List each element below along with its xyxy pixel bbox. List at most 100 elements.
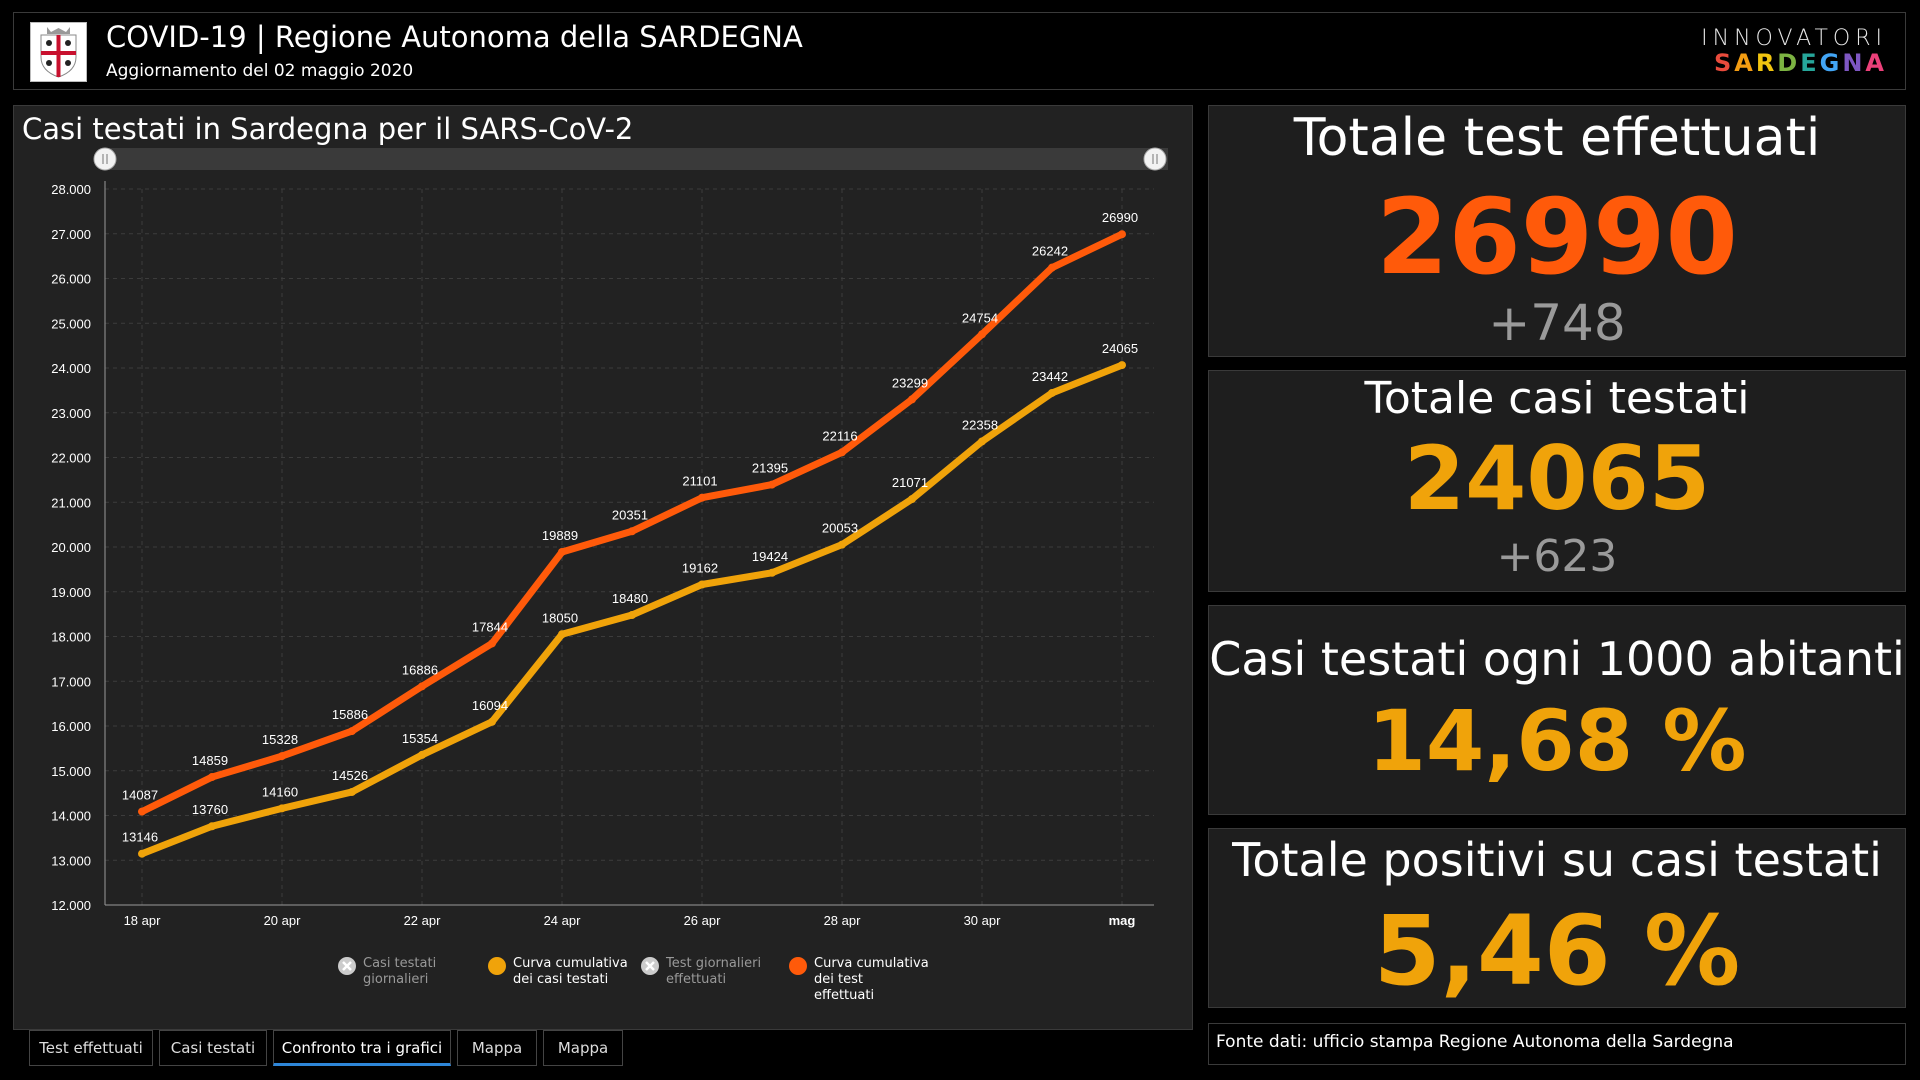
- data-point: [558, 630, 566, 639]
- x-tick-label: 26 apr: [684, 913, 722, 928]
- legend-label: Curva cumulativa: [814, 956, 929, 971]
- data-point: [208, 773, 216, 782]
- data-point: [138, 807, 146, 816]
- data-point: [838, 540, 846, 549]
- stat-total-tests: Totale test effettuati 26990 +748: [1208, 105, 1906, 357]
- data-point: [278, 752, 286, 761]
- data-label: 20053: [822, 521, 858, 536]
- stat-label: Totale casi testati: [1364, 373, 1750, 424]
- data-point: [908, 395, 916, 404]
- tab-casi-testati[interactable]: Casi testati: [159, 1030, 267, 1066]
- data-label: 21071: [892, 475, 928, 490]
- legend-label: effettuati: [814, 988, 875, 1003]
- data-label: 16094: [472, 698, 508, 713]
- x-tick-label: 24 apr: [544, 913, 582, 928]
- stat-delta: +623: [1496, 531, 1618, 582]
- data-label: 17844: [472, 619, 508, 634]
- data-point: [908, 495, 916, 504]
- data-label: 15354: [402, 731, 438, 746]
- data-point: [418, 682, 426, 691]
- stat-value: 24065: [1403, 427, 1711, 530]
- y-tick-label: 22.000: [51, 451, 91, 466]
- data-point: [978, 437, 986, 446]
- data-point: [1048, 263, 1056, 272]
- tab-mappa-1[interactable]: Mappa: [457, 1030, 537, 1066]
- data-label: 24754: [962, 310, 998, 325]
- data-label: 21395: [752, 461, 788, 476]
- y-tick-label: 15.000: [51, 764, 91, 779]
- chart-panel: Casi testati in Sardegna per il SARS-CoV…: [13, 105, 1193, 1030]
- y-tick-label: 14.000: [51, 809, 91, 824]
- y-tick-label: 20.000: [51, 540, 91, 555]
- legend-disabled-icon: [641, 957, 659, 975]
- y-tick-label: 19.000: [51, 585, 91, 600]
- data-label: 15328: [262, 732, 298, 747]
- data-label: 18480: [612, 591, 648, 606]
- app-title: COVID-19 | Regione Autonoma della SARDEG…: [106, 20, 803, 54]
- stat-label: Totale test effettuati: [1293, 108, 1821, 168]
- stat-label: Casi testati ogni 1000 abitanti: [1209, 632, 1905, 686]
- legend-disabled-icon: [338, 957, 356, 975]
- legend-label: dei test: [814, 972, 863, 987]
- legend-label: giornalieri: [363, 972, 429, 987]
- data-point: [208, 822, 216, 831]
- y-tick-label: 25.000: [51, 316, 91, 331]
- stat-label: Totale positivi su casi testati: [1232, 833, 1882, 887]
- data-point: [558, 547, 566, 556]
- legend-label: dei casi testati: [513, 972, 609, 987]
- x-tick-label: 20 apr: [264, 913, 302, 928]
- range-slider-track: [105, 148, 1168, 170]
- data-label: 14160: [262, 784, 298, 799]
- x-tick-label: 18 apr: [124, 913, 162, 928]
- line-chart: 12.000 13.000 14.000 15.000 16.000 17.000 18.0…: [51, 147, 1168, 928]
- stat-value: 14,68 %: [1367, 692, 1747, 790]
- legend-dot-icon: [789, 957, 807, 975]
- legend-dot-icon: [488, 957, 506, 975]
- data-label: 21101: [682, 474, 717, 489]
- stat-delta: +748: [1488, 294, 1626, 352]
- data-label: 19162: [682, 561, 718, 576]
- y-tick-label: 17.000: [51, 674, 91, 689]
- header-bar: COVID-19 | Regione Autonoma della SARDEG…: [13, 12, 1906, 90]
- data-label: 20351: [612, 507, 648, 522]
- x-tick-label: 30 apr: [964, 913, 1002, 928]
- tab-confronto-grafici[interactable]: Confronto tra i grafici: [273, 1030, 451, 1066]
- data-point: [278, 804, 286, 813]
- data-point: [978, 330, 986, 339]
- data-point: [838, 448, 846, 457]
- data-label: 23442: [1032, 369, 1068, 384]
- legend-label: Test giornalieri: [666, 956, 762, 971]
- data-point: [628, 611, 636, 620]
- data-point: [698, 580, 706, 589]
- y-tick-label: 24.000: [51, 361, 91, 376]
- data-label: 14087: [122, 788, 158, 803]
- y-tick-label: 12.000: [51, 898, 91, 913]
- y-tick-label: 13.000: [51, 853, 91, 868]
- x-tick-label: mag: [1109, 913, 1136, 928]
- range-slider-handle[interactable]: [93, 147, 117, 171]
- data-label: 15886: [332, 707, 368, 722]
- tab-mappa-2[interactable]: Mappa: [543, 1030, 623, 1066]
- legend-label: effettuati: [666, 972, 727, 987]
- tab-test-effettuati[interactable]: Test effettuati: [29, 1030, 153, 1066]
- data-point: [698, 493, 706, 502]
- data-point: [768, 480, 776, 489]
- legend-label: Casi testati: [363, 956, 437, 971]
- innovatori-sardegna-logo: INNOVATORI SARDEGNA: [1701, 26, 1887, 77]
- data-label: 19889: [542, 528, 578, 543]
- data-label: 22358: [962, 417, 998, 432]
- data-label: 18050: [542, 610, 578, 625]
- y-tick-label: 23.000: [51, 406, 91, 421]
- data-label: 13760: [192, 802, 228, 817]
- stat-value: 5,46 %: [1373, 895, 1741, 1007]
- data-label: 19424: [752, 549, 788, 564]
- data-point: [628, 527, 636, 536]
- y-tick-label: 28.000: [51, 182, 91, 197]
- data-point: [1118, 361, 1126, 370]
- data-point: [1048, 388, 1056, 397]
- data-point: [488, 639, 496, 648]
- data-point: [348, 787, 356, 796]
- range-slider-handle[interactable]: [1143, 147, 1167, 171]
- stat-total-cases: Totale casi testati 24065 +623: [1208, 370, 1906, 592]
- data-label: 16886: [402, 662, 438, 677]
